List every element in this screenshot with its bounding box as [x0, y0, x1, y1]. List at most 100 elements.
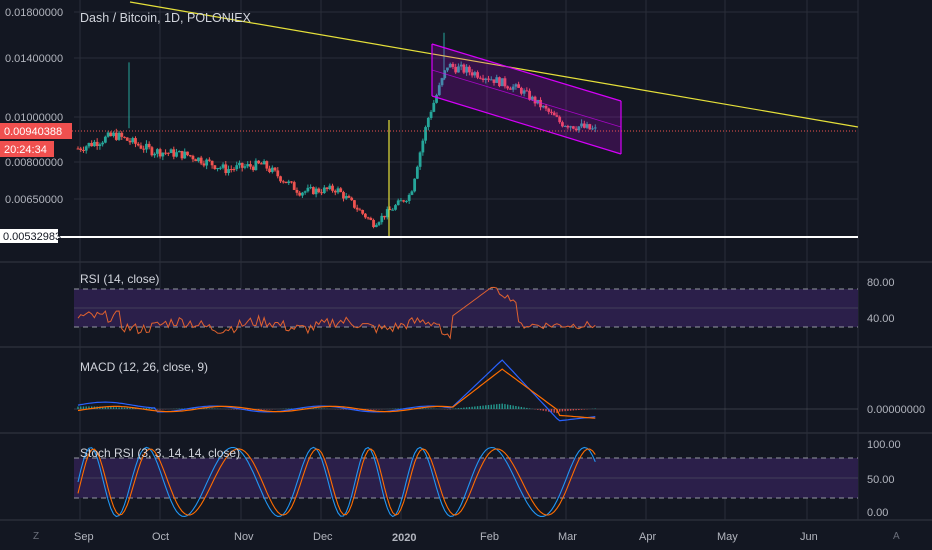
- candle-body: [287, 181, 291, 184]
- candle-body: [363, 213, 367, 218]
- candle-body: [235, 165, 239, 170]
- signal-line: [77, 368, 596, 419]
- time-label-jun: Jun: [800, 531, 818, 543]
- candle-body: [342, 192, 345, 199]
- price-tick-4: 0.00800000: [5, 157, 63, 169]
- macd-pane[interactable]: [74, 359, 858, 422]
- candle-body: [372, 219, 375, 228]
- price-pane[interactable]: [76, 32, 597, 229]
- candle-body: [500, 78, 504, 87]
- time-label-may: May: [717, 531, 738, 543]
- candle-body: [509, 88, 512, 90]
- candle-body: [344, 196, 348, 199]
- macd-tick-0: 0.00000000: [867, 404, 925, 416]
- candle-body: [317, 188, 321, 193]
- candle-body: [391, 209, 395, 211]
- candle-body: [128, 140, 132, 143]
- candle-body: [459, 64, 463, 67]
- candle-body: [197, 157, 200, 162]
- candle-body: [103, 136, 107, 143]
- candle-body: [432, 102, 436, 112]
- candle-body: [470, 72, 474, 76]
- candle-body: [166, 152, 170, 154]
- candle-body: [177, 150, 181, 153]
- candle-body: [582, 123, 586, 128]
- candle-body: [232, 169, 236, 171]
- candle-body: [325, 187, 329, 190]
- candle-body: [569, 126, 573, 128]
- stoch-d-line: [77, 448, 596, 516]
- candle-body: [429, 111, 433, 118]
- candle-body: [213, 165, 217, 170]
- candle-body: [528, 90, 531, 100]
- zoom-icon[interactable]: Z: [33, 531, 39, 542]
- candle-body: [76, 148, 80, 150]
- rsi-pane[interactable]: [74, 286, 858, 340]
- candle-body: [388, 209, 392, 211]
- candle-body: [369, 218, 373, 220]
- candle-body: [424, 127, 427, 141]
- time-label-dec: Dec: [313, 531, 333, 543]
- price-tick-5: 0.00650000: [5, 194, 63, 206]
- stoch-tick-0: 0.00: [867, 507, 888, 519]
- stoch-tick-100: 100.00: [867, 439, 901, 451]
- countdown-value: 20:24:34: [4, 144, 47, 156]
- candle-body: [555, 115, 559, 117]
- candle-body: [273, 167, 277, 171]
- candle-body: [169, 149, 173, 154]
- candle-body: [563, 125, 567, 127]
- candle-body: [155, 149, 159, 154]
- candle-body: [210, 160, 214, 166]
- candle-body: [591, 128, 594, 130]
- candle-body: [517, 84, 521, 88]
- stoch-pane[interactable]: [74, 446, 858, 518]
- candle-body: [571, 126, 575, 129]
- candle-body: [314, 188, 318, 195]
- candle-body: [421, 140, 425, 153]
- candle-body: [353, 200, 356, 208]
- channel-bottom: [431, 95, 622, 155]
- candle-body: [125, 137, 129, 141]
- chart-title: Dash / Bitcoin, 1D, POLONIEX: [80, 11, 252, 25]
- candle-body: [437, 85, 441, 96]
- candle-body: [550, 111, 553, 113]
- candle-body: [295, 189, 299, 193]
- candle-body: [153, 153, 157, 156]
- candle-body: [246, 164, 250, 167]
- candle-body: [519, 87, 523, 94]
- candle-body: [161, 152, 165, 157]
- candle-body: [145, 143, 148, 150]
- candle-body: [134, 138, 137, 144]
- candle-body: [320, 192, 323, 194]
- channel-mid: [431, 69, 622, 128]
- candle-body: [511, 86, 515, 90]
- time-label-2020: 2020: [392, 532, 416, 544]
- candle-body: [218, 167, 222, 169]
- candle-body: [415, 166, 419, 179]
- candle-body: [172, 149, 176, 157]
- candle-body: [147, 143, 151, 148]
- candle-body: [270, 167, 274, 173]
- candle-body: [188, 155, 192, 157]
- candle-body: [347, 196, 351, 198]
- candle-body: [117, 132, 121, 140]
- candle-body: [207, 159, 211, 161]
- candle-body: [279, 176, 282, 182]
- candle-body: [410, 191, 414, 195]
- candle-body: [478, 77, 482, 79]
- candle-body: [221, 164, 225, 168]
- time-label-feb: Feb: [480, 531, 499, 543]
- candle-body: [180, 150, 184, 159]
- candle-body: [186, 151, 189, 156]
- channel-fill: [432, 44, 621, 154]
- drawings-layer[interactable]: [58, 1, 859, 238]
- candle-body: [309, 187, 313, 189]
- time-label-apr: Apr: [639, 531, 656, 543]
- auto-scale-icon[interactable]: A: [893, 531, 900, 542]
- candle-body: [506, 86, 510, 89]
- time-label-oct: Oct: [152, 531, 169, 543]
- candle-body: [577, 126, 581, 131]
- candle-body: [268, 168, 271, 173]
- candle-body: [254, 160, 258, 171]
